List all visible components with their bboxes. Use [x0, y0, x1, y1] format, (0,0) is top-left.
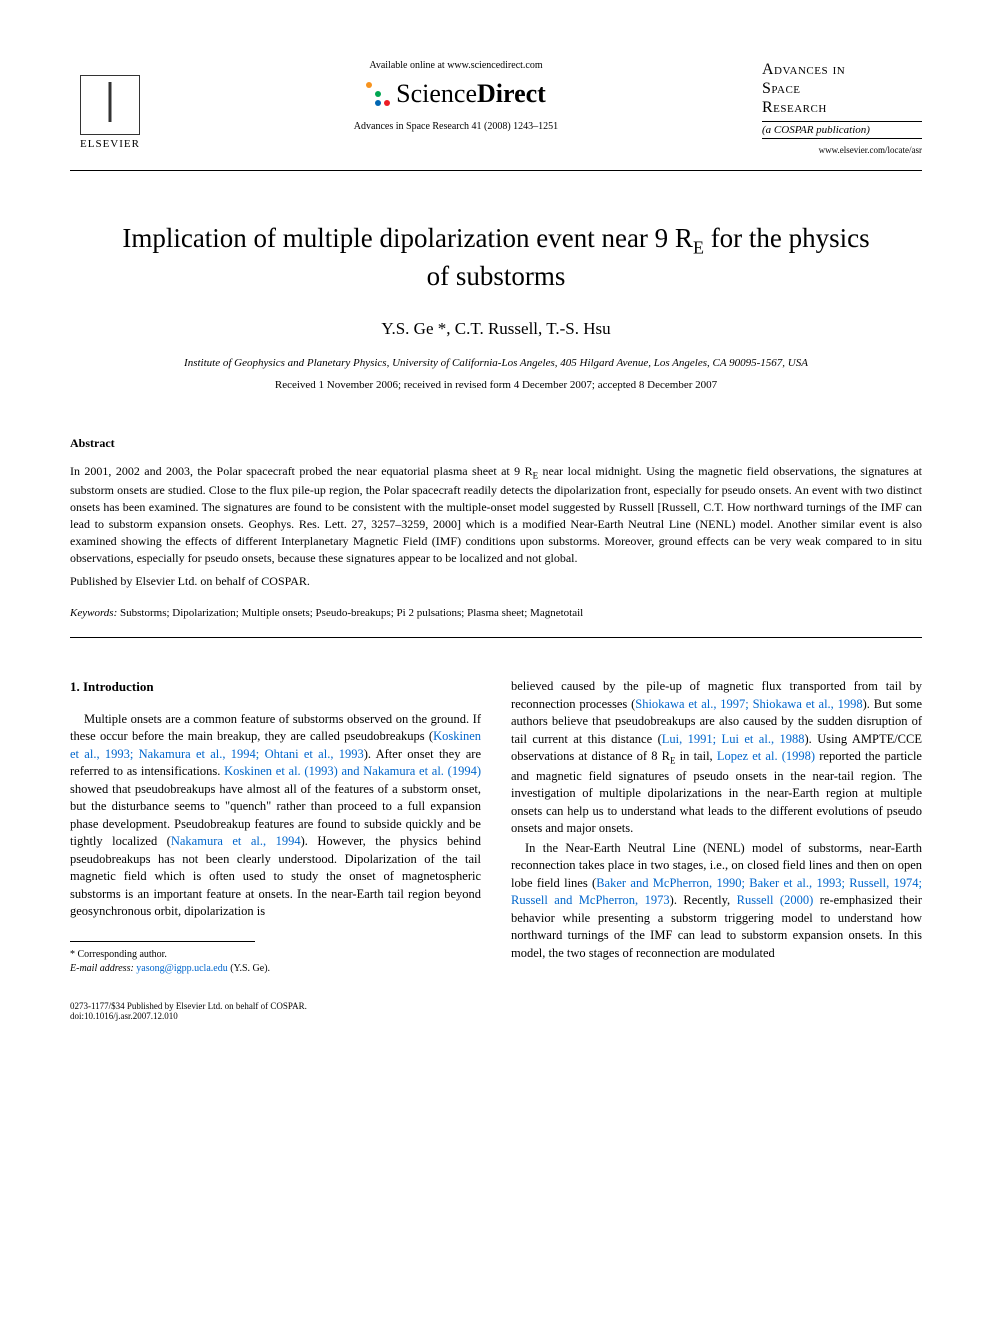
journal-title-block: Advances in Space Research (a COSPAR pub… [762, 60, 922, 155]
published-by: Published by Elsevier Ltd. on behalf of … [70, 574, 922, 589]
journal-header: ELSEVIER Available online at www.science… [70, 60, 922, 171]
sciencedirect-wordmark: ScienceDirect [396, 79, 546, 109]
article-dates: Received 1 November 2006; received in re… [70, 379, 922, 391]
keywords-list: Substorms; Dipolarization; Multiple onse… [120, 607, 583, 619]
sciencedirect-logo: ScienceDirect [150, 79, 762, 109]
article-body-columns: 1. Introduction Multiple onsets are a co… [70, 678, 922, 975]
email-label: E-mail address: [70, 963, 134, 974]
keywords-label: Keywords: [70, 607, 117, 619]
column-left: 1. Introduction Multiple onsets are a co… [70, 678, 481, 975]
article-title: Implication of multiple dipolarization e… [110, 221, 882, 295]
doi: doi:10.1016/j.asr.2007.12.010 [70, 1011, 922, 1021]
journal-title: Advances in Space Research [762, 60, 922, 118]
section-1-heading: 1. Introduction [70, 678, 481, 696]
elsevier-logo: ELSEVIER [70, 60, 150, 150]
journal-subtitle: (a COSPAR publication) [762, 121, 922, 139]
available-online-text: Available online at www.sciencedirect.co… [150, 60, 762, 71]
page-footer: 0273-1177/$34 Published by Elsevier Ltd.… [70, 1001, 922, 1021]
intro-paragraph-2: In the Near-Earth Neutral Line (NENL) mo… [511, 840, 922, 963]
journal-reference: Advances in Space Research 41 (2008) 124… [150, 121, 762, 132]
footnote-separator [70, 941, 255, 942]
authors: Y.S. Ge *, C.T. Russell, T.-S. Hsu [70, 319, 922, 339]
copyright-line: 0273-1177/$34 Published by Elsevier Ltd.… [70, 1001, 922, 1011]
intro-paragraph-1-cont: believed caused by the pile-up of magnet… [511, 678, 922, 837]
abstract-body: In 2001, 2002 and 2003, the Polar spacec… [70, 463, 922, 566]
keywords: Keywords: Substorms; Dipolarization; Mul… [70, 607, 922, 638]
sciencedirect-dots-icon [366, 82, 390, 106]
abstract-heading: Abstract [70, 436, 922, 451]
column-right: believed caused by the pile-up of magnet… [511, 678, 922, 975]
sciencedirect-block: Available online at www.sciencedirect.co… [150, 60, 762, 132]
intro-paragraph-1: Multiple onsets are a common feature of … [70, 711, 481, 921]
affiliation: Institute of Geophysics and Planetary Ph… [70, 357, 922, 369]
author-email[interactable]: yasong@igpp.ucla.edu [136, 963, 227, 974]
elsevier-label: ELSEVIER [80, 138, 140, 150]
elsevier-tree-icon [80, 75, 140, 135]
journal-url: www.elsevier.com/locate/asr [762, 145, 922, 155]
corresponding-author-footnote: * Corresponding author. E-mail address: … [70, 948, 481, 976]
